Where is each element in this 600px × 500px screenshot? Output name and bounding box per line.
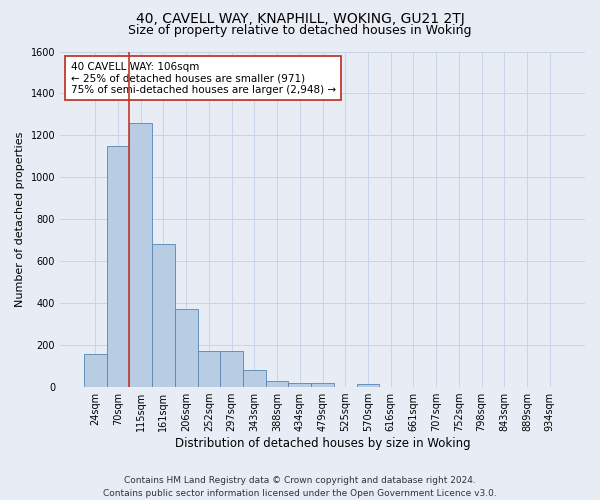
X-axis label: Distribution of detached houses by size in Woking: Distribution of detached houses by size … [175,437,470,450]
Text: 40 CAVELL WAY: 106sqm
← 25% of detached houses are smaller (971)
75% of semi-det: 40 CAVELL WAY: 106sqm ← 25% of detached … [71,62,335,95]
Bar [175,310,197,387]
Bar [107,146,130,387]
Bar [84,354,107,387]
Bar [220,352,243,387]
Text: Size of property relative to detached houses in Woking: Size of property relative to detached ho… [128,24,472,37]
Bar [311,383,334,387]
Bar [243,370,266,387]
Bar [152,244,175,387]
Bar [289,383,311,387]
Text: 40, CAVELL WAY, KNAPHILL, WOKING, GU21 2TJ: 40, CAVELL WAY, KNAPHILL, WOKING, GU21 2… [136,12,464,26]
Bar [266,381,289,387]
Text: Contains HM Land Registry data © Crown copyright and database right 2024.
Contai: Contains HM Land Registry data © Crown c… [103,476,497,498]
Bar [197,352,220,387]
Bar [356,384,379,387]
Y-axis label: Number of detached properties: Number of detached properties [15,132,25,307]
Bar [130,123,152,387]
